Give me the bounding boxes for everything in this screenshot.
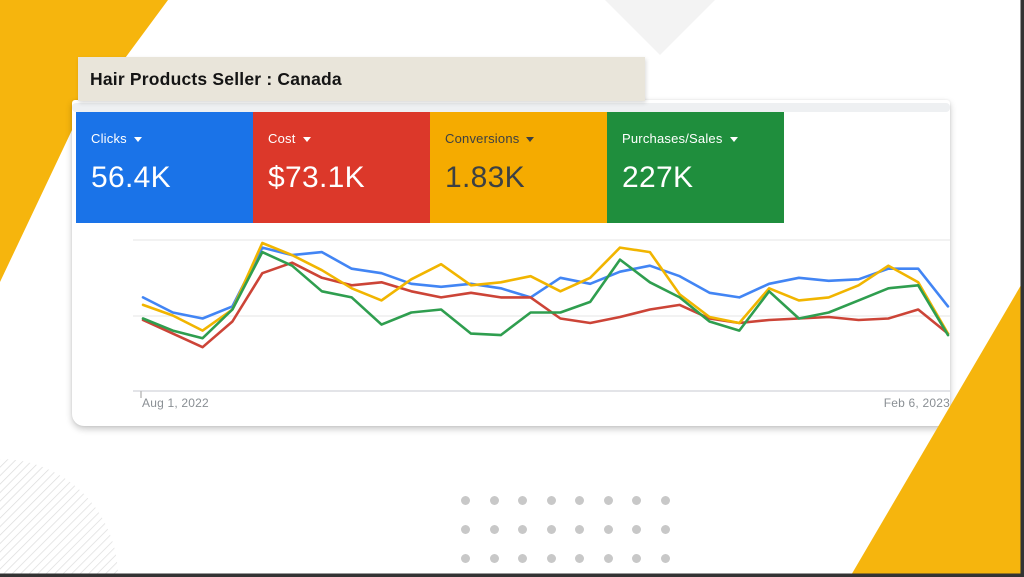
- metric-value: 227K: [622, 161, 694, 194]
- dot-decoration: [489, 496, 499, 505]
- metric-label: Clicks: [91, 131, 127, 146]
- metric-value: 56.4K: [91, 161, 171, 194]
- dot-decoration: [546, 525, 556, 534]
- metric-label: Cost: [268, 131, 296, 146]
- chart-lines: [141, 241, 950, 349]
- panel-top-strip: [72, 103, 950, 112]
- chart-line-clicks: [141, 246, 950, 320]
- chevron-down-icon[interactable]: [526, 137, 535, 142]
- metric-label: Conversions: [445, 131, 520, 146]
- metric-card-conversions[interactable]: Conversions 1.83K: [430, 112, 607, 223]
- gold-corner-top-left: [0, 0, 168, 282]
- dot-decoration: [575, 525, 584, 534]
- dot-decoration: [546, 496, 556, 505]
- metric-value: $73.1K: [268, 161, 365, 194]
- dot-decoration: [632, 525, 641, 534]
- metric-card-purchases-sales[interactable]: Purchases/Sales 227K: [607, 112, 784, 223]
- metric-value: 1.83K: [445, 161, 525, 194]
- dot-decoration: [518, 554, 527, 563]
- chart-line-conversions: [141, 241, 950, 335]
- dot-decoration: [489, 554, 499, 563]
- timeseries-chart: [133, 239, 950, 398]
- chevron-down-icon[interactable]: [302, 137, 311, 142]
- dot-decoration: [603, 496, 613, 505]
- chevron-down-icon[interactable]: [133, 137, 142, 142]
- dot-decoration: [660, 496, 670, 505]
- metric-card-clicks[interactable]: Clicks 56.4K: [76, 112, 253, 223]
- metric-label: Purchases/Sales: [622, 131, 723, 146]
- diamond-decoration: [605, 0, 715, 55]
- dot-decoration: [632, 496, 641, 505]
- dot-decoration: [461, 525, 470, 534]
- title-banner: Hair Products Seller : Canada: [78, 57, 645, 101]
- metric-cards-row: Clicks 56.4K Cost $73.1K Conversions 1.8…: [76, 112, 784, 223]
- dot-decoration: [660, 554, 670, 563]
- chevron-down-icon[interactable]: [729, 137, 738, 142]
- chart-line-purchases-sales: [141, 250, 950, 340]
- dot-decoration: [461, 554, 470, 563]
- dot-decoration: [546, 554, 556, 563]
- x-axis-start-label: Aug 1, 2022: [142, 396, 209, 410]
- dot-decoration: [518, 525, 527, 534]
- metric-card-cost[interactable]: Cost $73.1K: [253, 112, 430, 223]
- dot-decoration: [603, 525, 613, 534]
- dot-decoration: [489, 525, 499, 534]
- dot-decoration: [461, 496, 470, 505]
- page-title: Hair Products Seller : Canada: [90, 68, 342, 89]
- hatched-quarter-circle: [0, 459, 118, 577]
- dashboard-panel: Clicks 56.4K Cost $73.1K Conversions 1.8…: [72, 100, 950, 426]
- x-axis-end-label: Feb 6, 2023: [883, 396, 950, 410]
- chart-line-cost: [141, 261, 950, 349]
- dot-decoration: [603, 554, 613, 563]
- dot-decoration: [660, 525, 670, 534]
- dot-decoration: [632, 554, 641, 563]
- dot-decoration: [575, 496, 584, 505]
- dot-decoration: [518, 496, 527, 505]
- dot-decoration: [575, 554, 584, 563]
